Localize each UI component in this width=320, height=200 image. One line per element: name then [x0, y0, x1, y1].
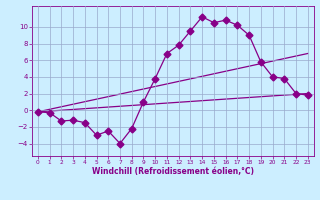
X-axis label: Windchill (Refroidissement éolien,°C): Windchill (Refroidissement éolien,°C): [92, 167, 254, 176]
